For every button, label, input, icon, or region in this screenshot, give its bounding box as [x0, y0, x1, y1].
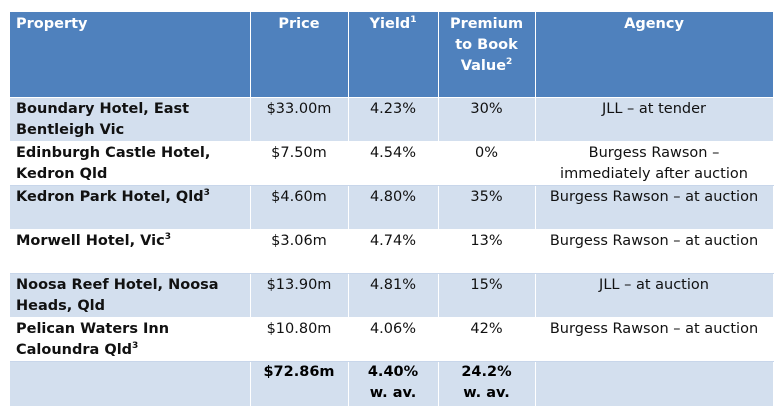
premium-value: 35% — [470, 189, 503, 205]
property-cell: Morwell Hotel, Vic3 — [10, 229, 251, 274]
table-row: Boundary Hotel, East Bentleigh Vic $33.0… — [10, 97, 774, 142]
yield-cell: 4.80% — [348, 185, 439, 230]
yield-cell: 4.23% — [348, 97, 439, 142]
property-cell: Edinburgh Castle Hotel, Kedron Qld — [10, 141, 251, 186]
header-price-label: Price — [278, 16, 320, 32]
property-name: Boundary Hotel, East Bentleigh Vic — [16, 101, 190, 138]
yield-cell: 4.81% — [348, 273, 439, 318]
agency-value: JLL – at tender — [602, 101, 706, 117]
property-cell: Kedron Park Hotel, Qld3 — [10, 185, 251, 230]
yield-cell: 4.06% — [348, 317, 439, 362]
price-cell: $10.80m — [250, 317, 349, 362]
footnote-marker: 3 — [164, 232, 171, 243]
yield-cell: 4.74% — [348, 229, 439, 274]
premium-value: 30% — [470, 101, 503, 117]
total-premium-value: 24.2% — [461, 364, 512, 380]
agency-cell: Burgess Rawson – immediately after aucti… — [535, 141, 774, 186]
yield-value: 4.80% — [369, 189, 417, 205]
total-yield: 4.40% w. av. — [348, 361, 439, 407]
premium-value: 42% — [470, 321, 503, 337]
premium-cell: 30% — [438, 97, 536, 142]
premium-value: 13% — [470, 233, 503, 249]
footnote-marker: 2 — [506, 57, 513, 68]
property-cell: Boundary Hotel, East Bentleigh Vic — [10, 97, 251, 142]
header-row: Property Price Yield1 Premium to Book Va… — [10, 12, 774, 98]
property-cell: Noosa Reef Hotel, Noosa Heads, Qld — [10, 273, 251, 318]
property-name: Pelican Waters Inn Caloundra Qld — [16, 321, 170, 358]
header-yield: Yield1 — [348, 12, 439, 98]
table-row: Morwell Hotel, Vic3 $3.06m 4.74% 13% Bur… — [10, 229, 774, 274]
property-name: Noosa Reef Hotel, Noosa Heads, Qld — [16, 277, 219, 314]
total-label-cell — [10, 361, 251, 407]
footnote-marker: 3 — [203, 188, 210, 199]
table-row: Edinburgh Castle Hotel, Kedron Qld $7.50… — [10, 141, 774, 186]
property-cell: Pelican Waters Inn Caloundra Qld3 — [10, 317, 251, 362]
yield-value: 4.81% — [369, 277, 417, 293]
property-name: Kedron Park Hotel, Qld — [16, 189, 204, 205]
agency-cell: JLL – at tender — [535, 97, 774, 142]
price-value: $33.00m — [266, 101, 332, 117]
header-property: Property — [10, 12, 251, 98]
price-value: $13.90m — [266, 277, 332, 293]
table-row: Pelican Waters Inn Caloundra Qld3 $10.80… — [10, 317, 774, 362]
header-property-label: Property — [16, 16, 88, 32]
price-cell: $7.50m — [250, 141, 349, 186]
price-cell: $4.60m — [250, 185, 349, 230]
agency-cell: Burgess Rawson – at auction — [535, 317, 774, 362]
agency-value: Burgess Rawson – immediately after aucti… — [560, 145, 748, 182]
premium-cell: 42% — [438, 317, 536, 362]
header-yield-label: Yield — [369, 16, 411, 32]
header-premium: Premium to Book Value2 — [438, 12, 536, 98]
yield-value: 4.23% — [369, 101, 417, 117]
agency-cell: JLL – at auction — [535, 273, 774, 318]
total-price-value: $72.86m — [263, 364, 335, 380]
agency-value: Burgess Rawson – at auction — [549, 189, 759, 205]
agency-value: Burgess Rawson – at auction — [549, 233, 759, 249]
header-agency-label: Agency — [624, 16, 684, 32]
premium-cell: 13% — [438, 229, 536, 274]
table-row: Kedron Park Hotel, Qld3 $4.60m 4.80% 35%… — [10, 185, 774, 230]
price-cell: $3.06m — [250, 229, 349, 274]
header-premium-label: Premium to Book Value — [449, 16, 524, 74]
total-premium-note: w. av. — [463, 385, 510, 401]
premium-cell: 0% — [438, 141, 536, 186]
price-cell: $13.90m — [250, 273, 349, 318]
agency-value: Burgess Rawson – at auction — [549, 321, 759, 337]
table-row: Noosa Reef Hotel, Noosa Heads, Qld $13.9… — [10, 273, 774, 318]
price-cell: $33.00m — [250, 97, 349, 142]
hotel-sales-table: Property Price Yield1 Premium to Book Va… — [10, 12, 774, 407]
yield-value: 4.54% — [369, 145, 417, 161]
total-yield-value: 4.40% — [367, 364, 419, 380]
agency-cell: Burgess Rawson – at auction — [535, 185, 774, 230]
total-row: $72.86m 4.40% w. av. 24.2% w. av. — [10, 361, 774, 407]
price-value: $7.50m — [271, 145, 327, 161]
header-price: Price — [250, 12, 349, 98]
premium-value: 15% — [470, 277, 503, 293]
total-price: $72.86m — [250, 361, 349, 407]
yield-cell: 4.54% — [348, 141, 439, 186]
yield-value: 4.06% — [369, 321, 417, 337]
agency-value: JLL – at auction — [599, 277, 709, 293]
header-agency: Agency — [535, 12, 774, 98]
premium-cell: 15% — [438, 273, 536, 318]
yield-value: 4.74% — [369, 233, 417, 249]
premium-cell: 35% — [438, 185, 536, 230]
price-value: $3.06m — [271, 233, 327, 249]
price-value: $10.80m — [266, 321, 332, 337]
footnote-marker: 3 — [132, 341, 139, 352]
total-premium: 24.2% w. av. — [438, 361, 536, 407]
total-yield-note: w. av. — [369, 385, 417, 401]
property-name: Edinburgh Castle Hotel, Kedron Qld — [16, 145, 211, 182]
property-name: Morwell Hotel, Vic — [16, 233, 165, 249]
agency-cell: Burgess Rawson – at auction — [535, 229, 774, 274]
price-value: $4.60m — [271, 189, 327, 205]
premium-value: 0% — [474, 145, 498, 161]
footnote-marker: 1 — [410, 15, 417, 26]
total-agency — [535, 361, 774, 407]
